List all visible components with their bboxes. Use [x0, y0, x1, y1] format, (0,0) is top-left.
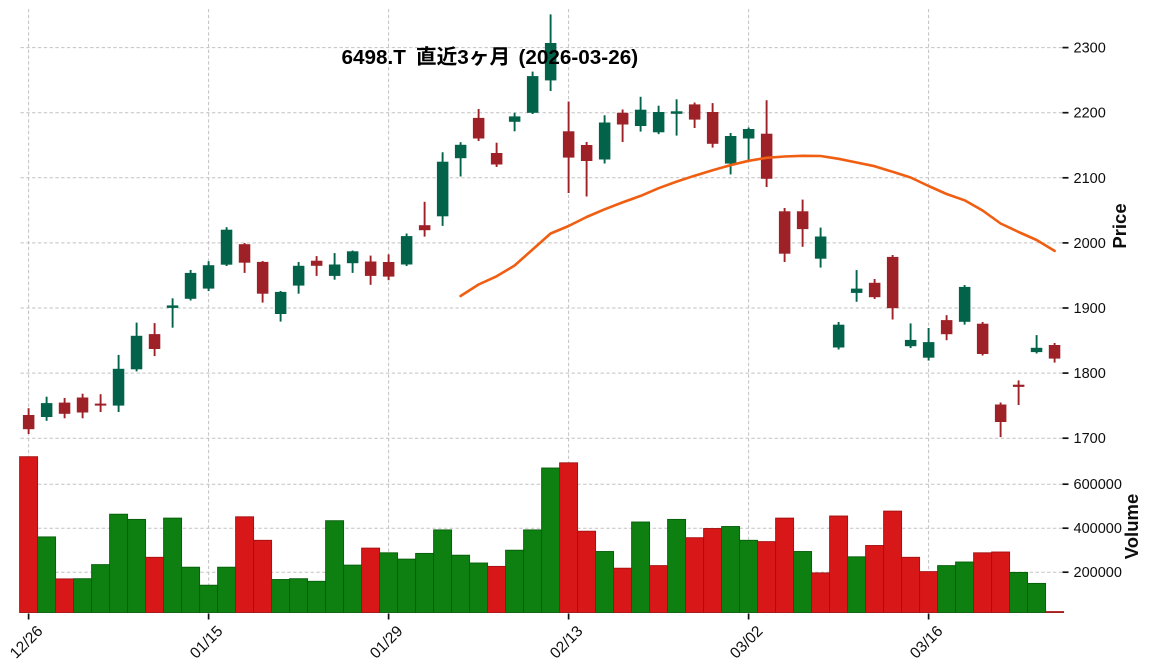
svg-text:Volume: Volume — [1121, 494, 1142, 559]
svg-text:2300: 2300 — [1074, 41, 1106, 57]
svg-text:Price: Price — [1109, 203, 1130, 248]
svg-text:400000: 400000 — [1074, 521, 1122, 537]
svg-text:2000: 2000 — [1074, 236, 1106, 252]
svg-text:1900: 1900 — [1074, 301, 1106, 317]
svg-text:2100: 2100 — [1074, 171, 1106, 187]
svg-text:(2026-03-26): (2026-03-26) — [519, 46, 639, 69]
svg-text:3: 3 — [457, 46, 469, 69]
svg-text:600000: 600000 — [1074, 477, 1122, 493]
svg-text:6498.T: 6498.T — [342, 46, 407, 69]
svg-text:1800: 1800 — [1074, 366, 1106, 382]
svg-text:1700: 1700 — [1074, 431, 1106, 447]
svg-text:2200: 2200 — [1074, 106, 1106, 122]
svg-text:200000: 200000 — [1074, 565, 1122, 581]
